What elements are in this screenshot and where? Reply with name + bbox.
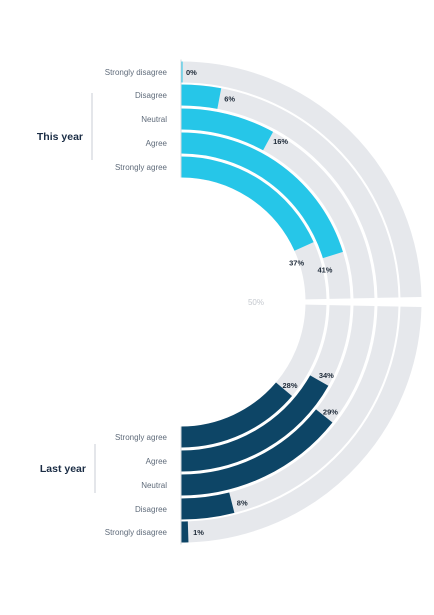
value-label-last-year-2: 29% <box>323 407 338 416</box>
category-label-this-year-0: Strongly disagree <box>105 68 168 77</box>
value-label-last-year-0: 28% <box>283 381 298 390</box>
bar-this-year-1 <box>180 84 222 109</box>
group-label-this-year: This year <box>37 131 83 143</box>
bar-this-year-4 <box>180 156 314 251</box>
axis-lines <box>91 59 182 545</box>
bar-last-year-1 <box>180 375 329 472</box>
max-value-label: 50% <box>248 298 264 307</box>
group-label-last-year: Last year <box>40 463 86 475</box>
value-label-last-year-3: 8% <box>237 499 248 508</box>
category-label-this-year-1: Disagree <box>135 91 168 100</box>
value-bars <box>180 61 343 543</box>
track-top-1 <box>180 84 399 298</box>
category-label-last-year-1: Agree <box>146 457 168 466</box>
track-bottom-0 <box>180 306 422 543</box>
value-label-this-year-4: 37% <box>289 259 304 268</box>
category-label-last-year-0: Strongly agree <box>115 433 168 442</box>
bar-this-year-0 <box>181 61 183 83</box>
category-label-this-year-3: Agree <box>146 139 168 148</box>
bar-last-year-2 <box>180 409 333 496</box>
bar-this-year-2 <box>180 108 274 151</box>
category-label-last-year-2: Neutral <box>141 481 167 490</box>
category-label-last-year-4: Strongly disagree <box>105 528 168 537</box>
track-top-0 <box>180 61 422 298</box>
category-label-this-year-4: Strongly agree <box>115 163 168 172</box>
value-label-this-year-0: 0% <box>186 68 197 77</box>
value-label-last-year-4: 1% <box>193 528 204 537</box>
bar-last-year-0 <box>180 382 293 448</box>
category-label-last-year-3: Disagree <box>135 505 168 514</box>
bar-last-year-3 <box>180 492 235 520</box>
bar-this-year-3 <box>180 132 343 259</box>
value-label-last-year-1: 34% <box>319 371 334 380</box>
chart-labels: Strongly disagree Disagree Neutral Agree Str… <box>105 68 339 537</box>
value-label-this-year-2: 16% <box>273 137 288 146</box>
category-label-this-year-2: Neutral <box>141 115 167 124</box>
value-label-this-year-3: 41% <box>317 266 332 275</box>
value-label-this-year-1: 6% <box>224 95 235 104</box>
